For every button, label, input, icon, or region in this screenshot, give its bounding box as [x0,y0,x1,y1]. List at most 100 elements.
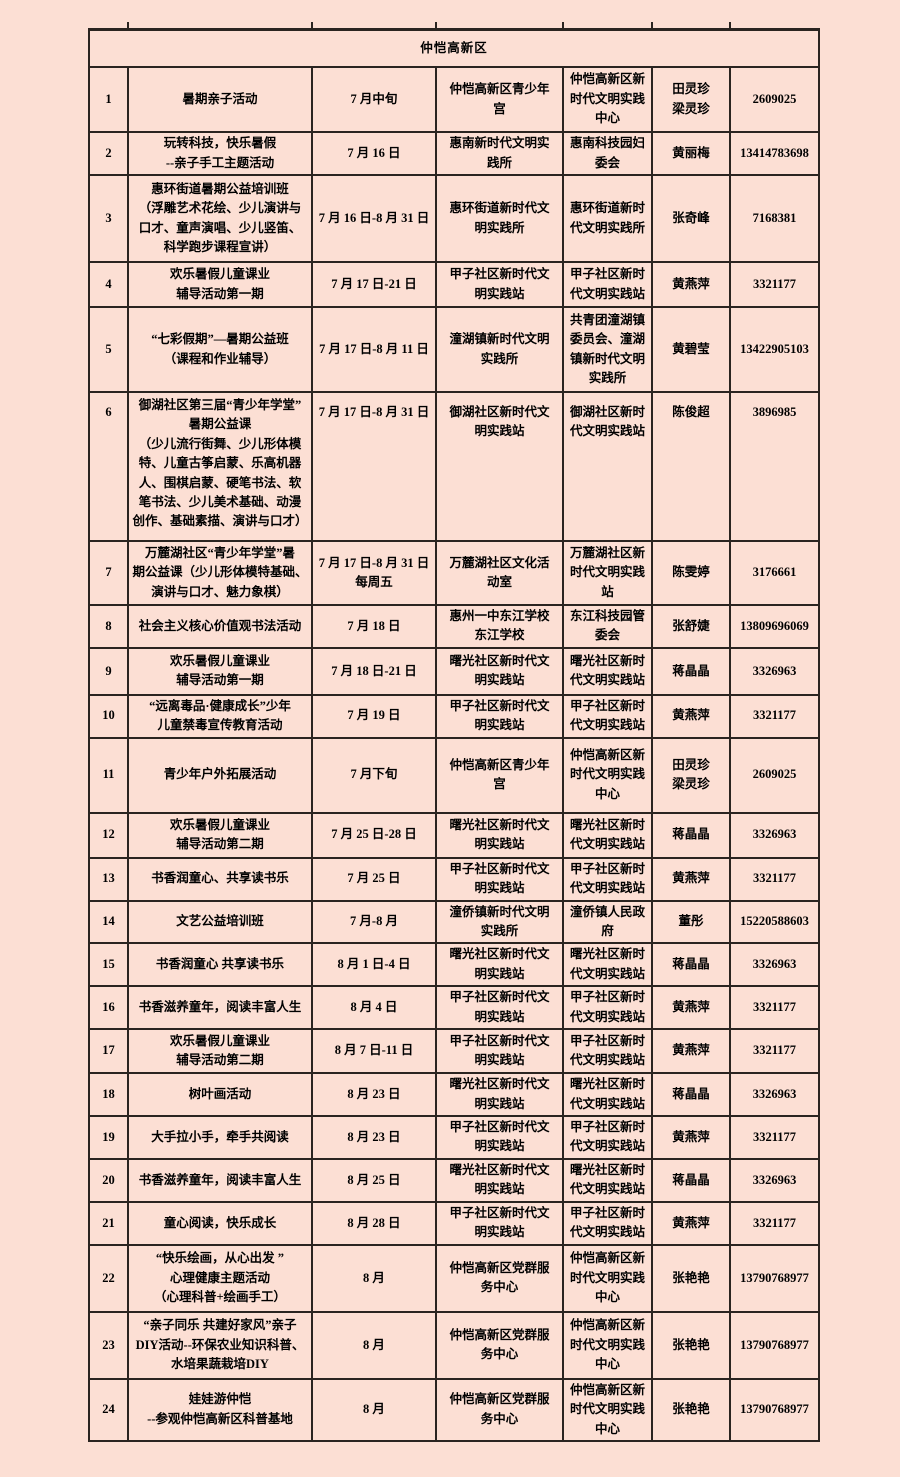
cell-phone: 3326963 [728,1157,821,1203]
cell-activity: “远离毒品·健康成长”少年 儿童禁毒宣传教育活动 [127,693,313,739]
cell-no: 16 [88,985,129,1030]
cell-organizer: 曙光社区新时 代文明实践站 [562,1157,653,1203]
table-row: 21 童心阅读，快乐成长 8 月 28 日甲子社区新时代文 明实践站 甲子社区新时 代… [88,1200,821,1246]
cell-date: 7 月 16 日 [311,131,437,176]
cell-location: 曙光社区新时代文 明实践站 [435,646,564,696]
cell-activity: “亲子同乐 共建好家风”亲子 DIY活动--环保农业知识科普、 水培果蔬栽培DI… [127,1310,313,1380]
cell-contact: 张艳艳 [651,1243,731,1313]
table-row: 19 大手拉小手，牵手共阅读 8 月 23 日甲子社区新时代文 明实践站 甲子社区新时… [88,1115,821,1160]
cell-no: 15 [88,942,129,987]
cell-contact: 陈俊超 [651,391,731,542]
activities-table: 仲恺高新区 1 暑期亲子活动 7 月中旬 仲恺高新区青少年 宫仲恺高新区新 时代文明实… [87,28,821,1442]
cell-activity: 欢乐暑假儿童课业 辅导活动第二期 [127,811,313,859]
table-row: 3 惠环街道暑期公益培训班 （浮雕艺术花绘、少儿演讲与 口才、童声演唱、少儿竖笛、… [88,174,821,263]
table-row: 17 欢乐暑假儿童课业 辅导活动第二期 8 月 7 日-11 日甲子社区新时代文 明… [88,1028,821,1074]
cell-organizer: 甲子社区新时 代文明实践站 [562,856,653,902]
cell-activity: 童心阅读，快乐成长 [127,1200,313,1246]
table-row: 6 御湖社区第三届“青少年学堂” 暑期公益课 （少儿流行街舞、少儿形体模 特、儿童… [88,391,821,542]
cell-contact: 董彤 [651,899,731,945]
cell-contact: 蒋晶晶 [651,811,731,859]
cell-date: 8 月 7 日-11 日 [311,1028,437,1074]
cell-no: 2 [88,131,129,176]
cell-organizer: 惠南科技园妇 委会 [562,131,653,176]
column-edge-tick [562,22,564,29]
table-row: 18 树叶画活动 8 月 23 日曙光社区新时代文 明实践站 曙光社区新时 代文明实践… [88,1072,821,1117]
cell-phone: 15220588603 [728,899,821,945]
cell-activity: 书香滋养童年，阅读丰富人生 [127,985,313,1030]
column-edge-tick [729,22,731,29]
cell-phone: 3321177 [728,693,821,739]
cell-no: 5 [88,306,129,393]
cell-date: 7 月 16 日-8 月 31 日 [311,174,437,263]
cell-no: 3 [88,174,129,263]
activities-table-body: 仲恺高新区 1 暑期亲子活动 7 月中旬 仲恺高新区青少年 宫仲恺高新区新 时代文明实… [87,28,821,1442]
cell-location: 曙光社区新时代文 明实践站 [435,942,564,987]
cell-organizer: 仲恺高新区新 时代文明实践 中心 [562,1377,653,1442]
table-row: 4 欢乐暑假儿童课业 辅导活动第一期 7 月 17 日-21 日甲子社区新时代文 明… [88,261,821,308]
cell-location: 甲子社区新时代文 明实践站 [435,985,564,1030]
cell-no: 1 [88,66,129,133]
table-row: 15 书香润童心 共享读书乐 8 月 1 日-4 日曙光社区新时代文 明实践站 曙光社… [88,942,821,987]
cell-location: 潼湖镇新时代文明 实践所 [435,306,564,393]
cell-phone: 2609025 [728,66,821,133]
cell-activity: 玩转科技，快乐暑假 --亲子手工主题活动 [127,131,313,176]
cell-contact: 田灵珍 梁灵珍 [651,736,731,814]
cell-date: 7 月中旬 [311,66,437,133]
table-row: 23 “亲子同乐 共建好家风”亲子 DIY活动--环保农业知识科普、 水培果蔬栽培… [88,1310,821,1380]
cell-date: 7 月 25 日-28 日 [311,811,437,859]
cell-activity: 欢乐暑假儿童课业 辅导活动第一期 [127,646,313,696]
cell-no: 24 [88,1377,129,1442]
cell-location: 仲恺高新区青少年 宫 [435,66,564,133]
cell-activity: 书香润童心 共享读书乐 [127,942,313,987]
table-row: 9 欢乐暑假儿童课业 辅导活动第一期 7 月 18 日-21 日曙光社区新时代文 明… [88,646,821,696]
cell-phone: 13809696069 [728,604,821,649]
cell-no: 7 [88,540,129,606]
cell-organizer: 共青团潼湖镇 委员会、潼湖 镇新时代文明 实践所 [562,306,653,393]
column-edge-tick [311,22,313,29]
cell-no: 19 [88,1115,129,1160]
cell-date: 8 月 23 日 [311,1072,437,1117]
table-row: 7 万麓湖社区“青少年学堂”暑 期公益课（少儿形体模特基础、 演讲与口才、魅力象棋… [88,540,821,606]
cell-phone: 2609025 [728,736,821,814]
cell-no: 22 [88,1243,129,1313]
cell-phone: 3321177 [728,1115,821,1160]
cell-phone: 13790768977 [728,1377,821,1442]
cell-date: 7 月-8 月 [311,899,437,945]
cell-date: 8 月 1 日-4 日 [311,942,437,987]
cell-location: 仲恺高新区党群服 务中心 [435,1310,564,1380]
cell-activity: 青少年户外拓展活动 [127,736,313,814]
cell-contact: 田灵珍 梁灵珍 [651,66,731,133]
cell-no: 20 [88,1157,129,1203]
cell-activity: 大手拉小手，牵手共阅读 [127,1115,313,1160]
cell-location: 仲恺高新区党群服 务中心 [435,1377,564,1442]
cell-organizer: 甲子社区新时 代文明实践站 [562,985,653,1030]
cell-activity: 欢乐暑假儿童课业 辅导活动第一期 [127,261,313,308]
cell-no: 14 [88,899,129,945]
cell-location: 曙光社区新时代文 明实践站 [435,1072,564,1117]
cell-date: 8 月 [311,1377,437,1442]
cell-phone: 3326963 [728,811,821,859]
cell-location: 仲恺高新区党群服 务中心 [435,1243,564,1313]
column-edge-tick [127,22,129,29]
cell-no: 9 [88,646,129,696]
table-row: 1 暑期亲子活动 7 月中旬 仲恺高新区青少年 宫仲恺高新区新 时代文明实践 中心 田灵… [88,66,821,133]
cell-organizer: 曙光社区新时 代文明实践站 [562,1072,653,1117]
region-header-row: 仲恺高新区 [87,28,821,68]
cell-contact: 蒋晶晶 [651,1072,731,1117]
column-edge-tick [651,22,653,29]
cell-no: 23 [88,1310,129,1380]
cell-activity: 书香滋养童年，阅读丰富人生 [127,1157,313,1203]
cell-organizer: 东江科技园管 委会 [562,604,653,649]
cell-phone: 3176661 [728,540,821,606]
cell-activity: 欢乐暑假儿童课业 辅导活动第二期 [127,1028,313,1074]
cell-contact: 张艳艳 [651,1377,731,1442]
cell-contact: 蒋晶晶 [651,646,731,696]
cell-contact: 陈雯婷 [651,540,731,606]
cell-activity: 树叶画活动 [127,1072,313,1117]
cell-activity: 娃娃游仲恺 --参观仲恺高新区科普基地 [127,1377,313,1442]
cell-organizer: 甲子社区新时 代文明实践站 [562,693,653,739]
cell-date: 8 月 25 日 [311,1157,437,1203]
cell-contact: 张奇峰 [651,174,731,263]
cell-organizer: 甲子社区新时 代文明实践站 [562,1200,653,1246]
